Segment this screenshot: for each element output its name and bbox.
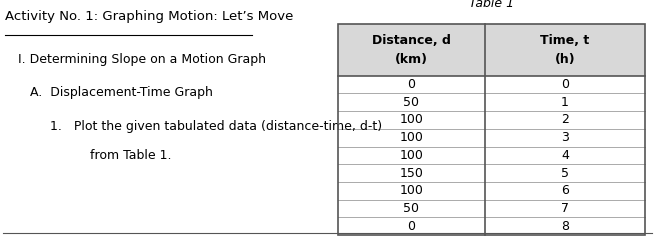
Text: 100: 100	[400, 114, 423, 126]
Text: 5: 5	[561, 167, 569, 180]
Text: from Table 1.: from Table 1.	[62, 149, 172, 162]
Text: 3: 3	[561, 131, 569, 144]
Bar	[338, 24, 645, 76]
Text: 1: 1	[561, 96, 569, 109]
Bar	[338, 24, 645, 235]
Text: 150: 150	[400, 167, 423, 180]
Text: 100: 100	[400, 131, 423, 144]
Text: 0: 0	[407, 78, 415, 91]
Text: 1.   Plot the given tabulated data (distance-time, d-t): 1. Plot the given tabulated data (distan…	[50, 120, 382, 133]
Text: Time, t: Time, t	[540, 34, 590, 47]
Text: 0: 0	[561, 78, 569, 91]
Text: 0: 0	[407, 220, 415, 233]
Text: 50: 50	[403, 96, 419, 109]
Text: 100: 100	[400, 184, 423, 197]
Text: 100: 100	[400, 149, 423, 162]
Text: 4: 4	[561, 149, 569, 162]
Text: (h): (h)	[555, 53, 575, 66]
Text: Table 1: Table 1	[469, 0, 514, 10]
Text: 50: 50	[403, 202, 419, 215]
Text: 2: 2	[561, 114, 569, 126]
Text: Distance, d: Distance, d	[372, 34, 451, 47]
Text: A.  Displacement-Time Graph: A. Displacement-Time Graph	[30, 86, 213, 99]
Text: 7: 7	[561, 202, 569, 215]
Text: 6: 6	[561, 184, 569, 197]
Text: Activity No. 1: Graphing Motion: Let’s Move: Activity No. 1: Graphing Motion: Let’s M…	[5, 10, 293, 23]
Text: (km): (km)	[395, 53, 428, 66]
Text: 8: 8	[561, 220, 569, 233]
Text: I. Determining Slope on a Motion Graph: I. Determining Slope on a Motion Graph	[18, 53, 266, 66]
